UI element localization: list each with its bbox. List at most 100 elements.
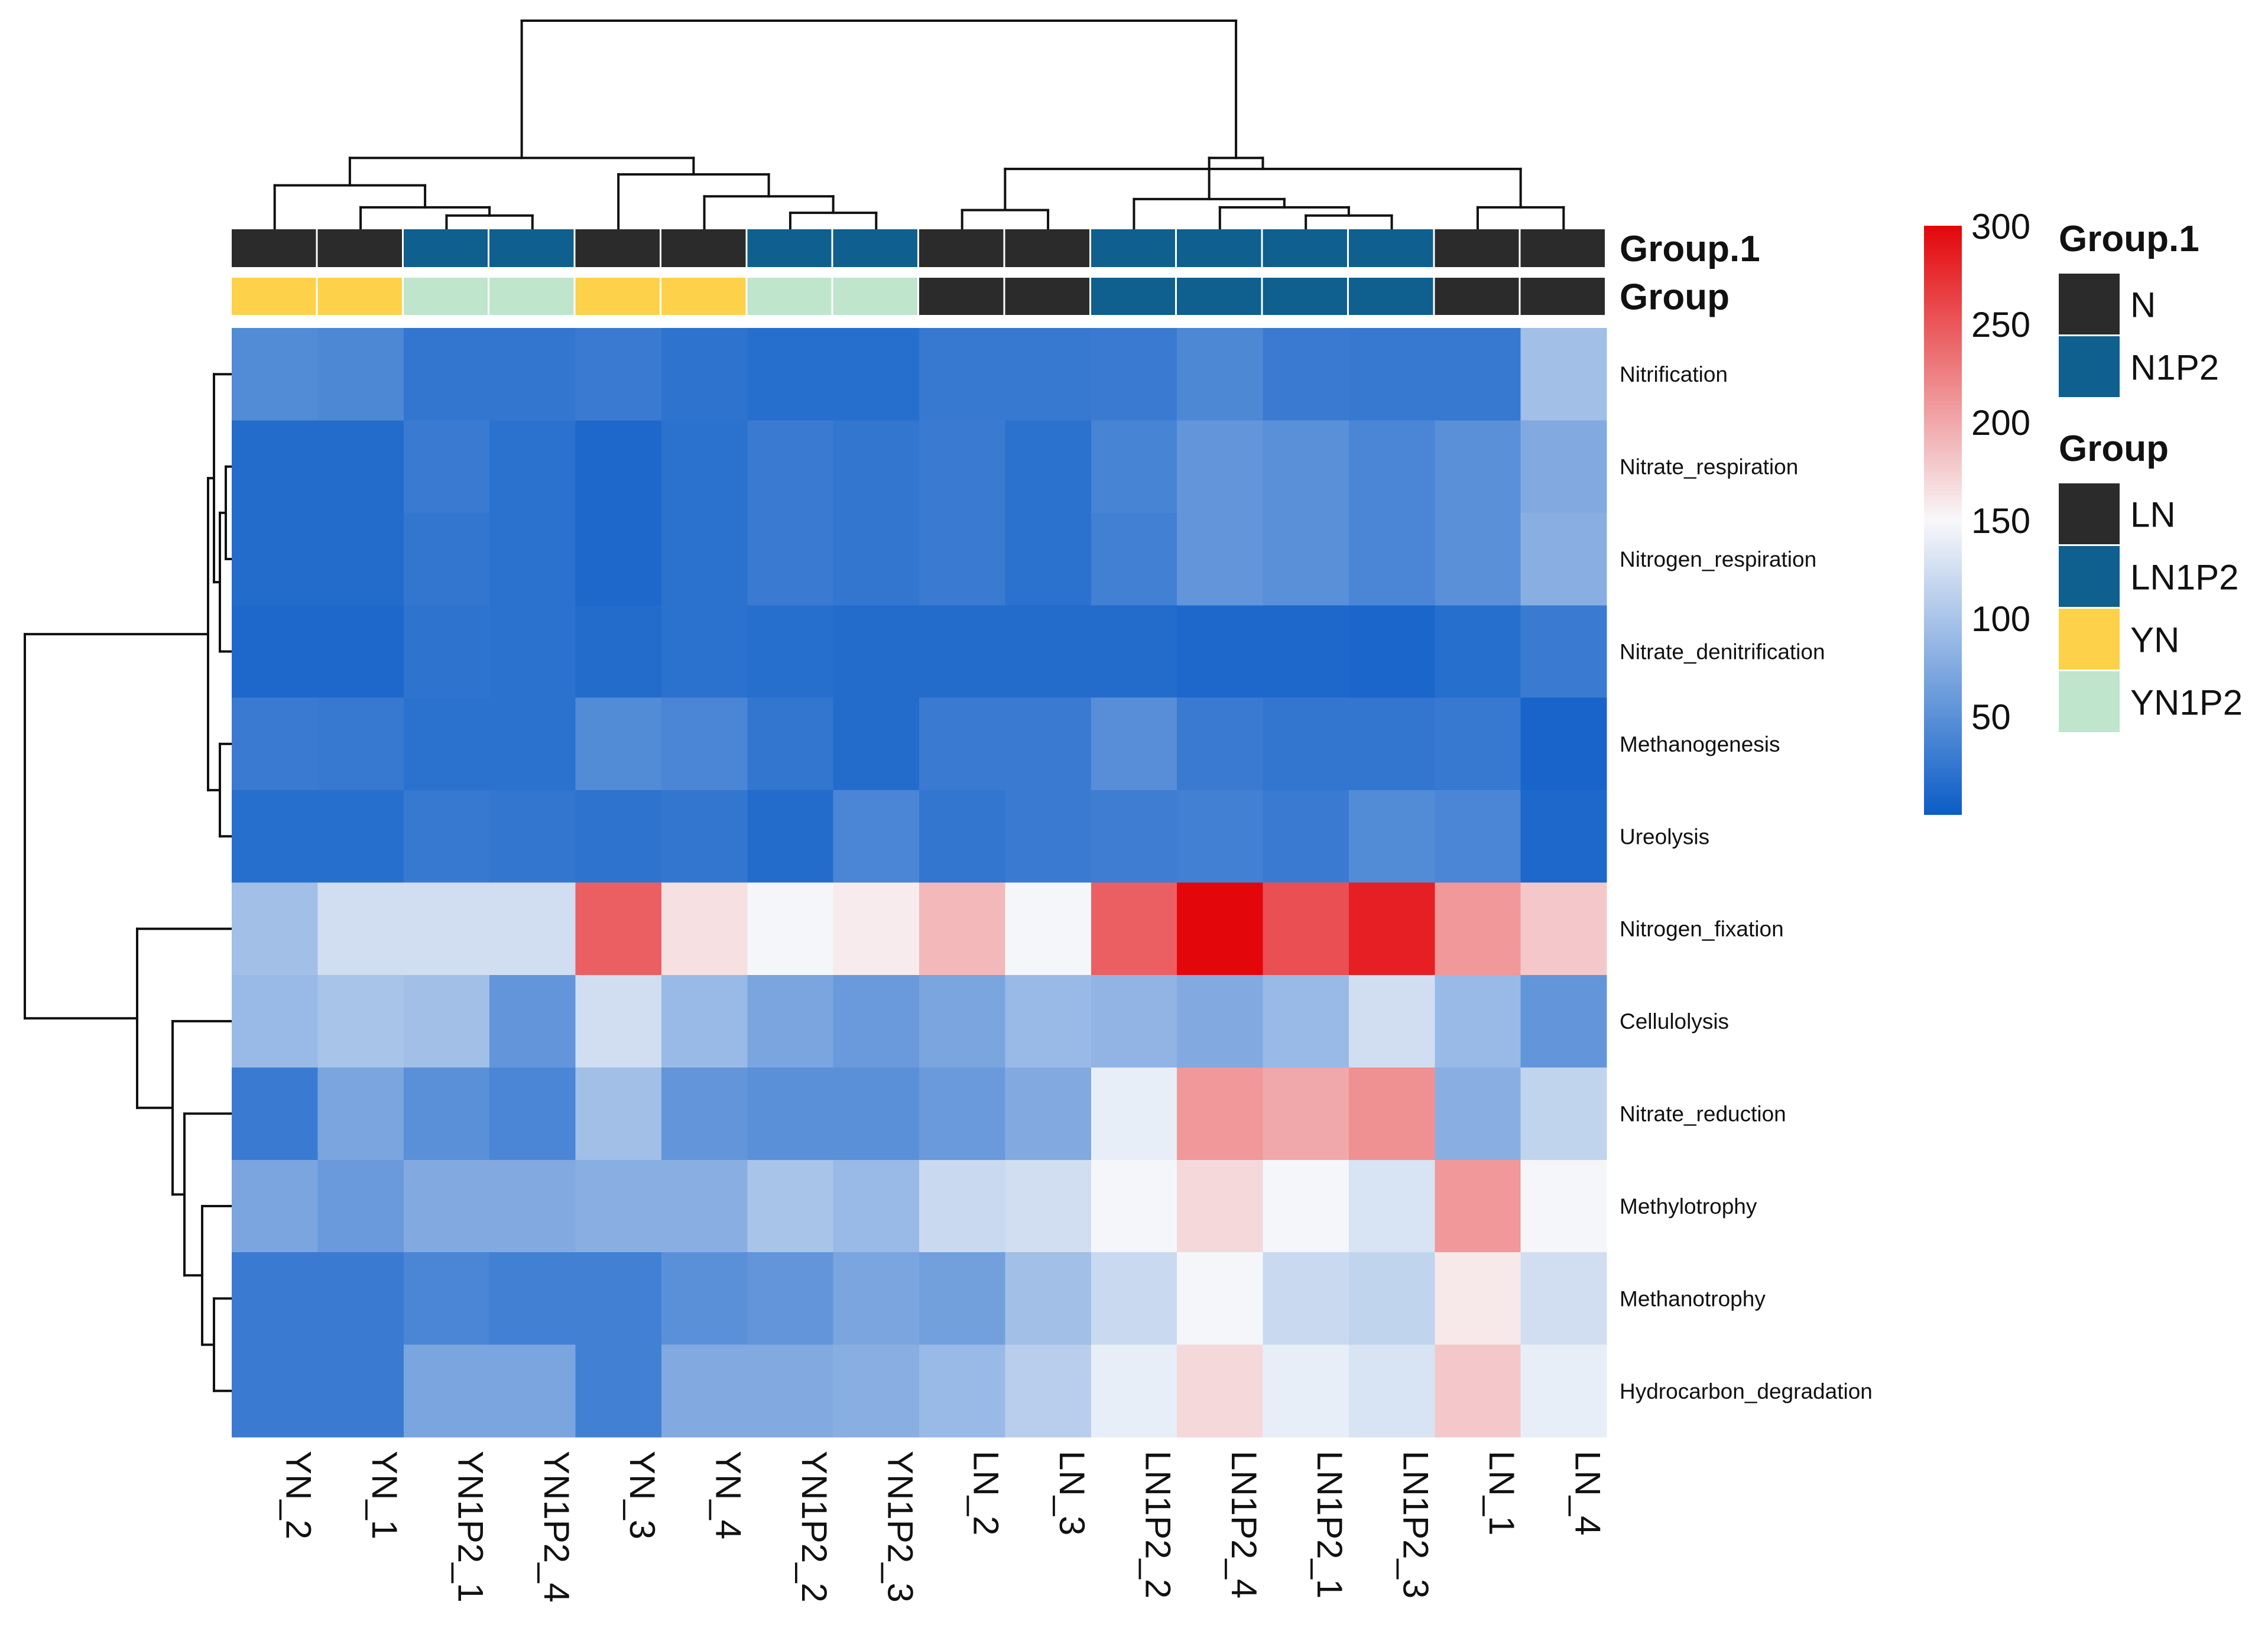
colorbar-segment [1924,302,1962,305]
row-label: Nitrogen_respiration [1620,547,1816,571]
heatmap-cell [575,605,662,698]
colorbar-segment [1924,278,1962,281]
legend-title: Group [2059,428,2169,469]
colorbar-segment [1924,355,1962,358]
colorbar-segment [1924,716,1962,719]
colorbar-segment [1924,272,1962,275]
colorbar-segment [1924,259,1962,262]
colorbar-segment [1924,745,1962,748]
colorbar-segment [1924,657,1962,660]
colorbar-segment [1924,547,1962,550]
colorbar-segment [1924,665,1962,668]
heatmap-cell [232,420,318,514]
heatmap-cell [317,1159,404,1253]
heatmap-cell [661,512,748,606]
colorbar-segment [1924,469,1962,472]
heatmap-cell [575,328,662,421]
colorbar-segment [1924,275,1962,278]
colorbar-segment [1924,693,1962,696]
heatmap-cell [919,420,1005,514]
colorbar-segment [1924,502,1962,505]
colorbar-segment [1924,280,1962,284]
colorbar-tick-label: 250 [1971,305,2030,345]
colorbar-segment [1924,310,1962,313]
colorbar-segment [1924,524,1962,527]
colorbar-segment [1924,639,1962,642]
colorbar-segment [1924,476,1962,480]
heatmap-cell [232,1344,318,1438]
column-label: LN1P2_2 [1138,1451,1177,1598]
colorbar-segment [1924,633,1962,636]
colorbar-segment [1924,247,1962,250]
legend-swatch [2059,609,2120,670]
heatmap-cell [1091,605,1177,698]
heatmap-cell [1435,605,1521,698]
row-label: Nitrate_reduction [1620,1102,1786,1126]
column-label: YN1P2_3 [880,1451,920,1603]
colorbar-segment [1924,522,1962,525]
colorbar-segment [1924,604,1962,607]
column-label: LN_1 [1482,1451,1521,1535]
heatmap-cell [833,512,920,606]
colorbar-segment [1924,555,1962,558]
annotation-cell [1520,229,1605,267]
colorbar-segment [1924,787,1962,789]
heatmap-cell [1435,1067,1521,1161]
colorbar-segment [1924,775,1962,778]
heatmap-cell [317,974,404,1068]
column-label: YN1P2_1 [450,1451,490,1603]
colorbar-segment [1924,433,1962,437]
colorbar-segment [1924,353,1962,356]
colorbar-segment [1924,590,1962,593]
colorbar-segment [1924,406,1962,409]
colorbar-segment [1924,583,1962,586]
heatmap-cell [661,1252,748,1346]
colorbar-segment [1924,425,1962,428]
heatmap-cell [919,605,1005,698]
heatmap-cell [403,420,490,514]
colorbar-segment [1924,571,1962,574]
heatmap-cell [1091,697,1177,791]
colorbar-segment [1924,730,1962,733]
heatmap-cell [1348,697,1435,791]
colorbar-segment [1924,226,1962,229]
legend-label: LN [2130,495,2176,535]
colorbar-segment [1924,755,1962,758]
colorbar-segment [1924,488,1962,491]
heatmap-cell [747,790,834,883]
colorbar-segment [1924,742,1962,745]
colorbar-segment [1924,802,1962,805]
colorbar-segment [1924,736,1962,739]
colorbar-segment [1924,632,1962,635]
heatmap-cell [1091,512,1177,606]
heatmap-cell [1005,420,1092,514]
heatmap-cell [1263,512,1349,606]
colorbar-segment [1924,267,1962,269]
annotation-cell [489,229,574,267]
colorbar-segment [1924,286,1962,290]
annotation-cell [575,229,660,267]
annotation-cell [317,229,402,267]
heatmap-cell [403,1159,490,1253]
colorbar-segment [1924,420,1962,423]
heatmap-cell [1520,697,1607,791]
colorbar-segment [1924,579,1962,581]
colorbar-segment [1924,359,1962,362]
heatmap-cell [1520,605,1607,698]
heatmap-cell [1435,1344,1521,1438]
colorbar-segment [1924,339,1962,342]
heatmap-cell [747,882,834,976]
heatmap-cell [747,1344,834,1438]
heatmap-cell [1005,1344,1092,1438]
colorbar-segment [1924,365,1962,368]
heatmap-cell [1520,1159,1607,1253]
colorbar-segment [1924,647,1962,650]
colorbar-tick-label: 150 [1971,501,2030,541]
colorbar-segment [1924,537,1962,540]
heatmap-cell [1005,328,1092,421]
colorbar-segment [1924,708,1962,711]
colorbar-segment [1924,253,1962,256]
heatmap-cell [1091,1252,1177,1346]
colorbar-segment [1924,649,1962,652]
